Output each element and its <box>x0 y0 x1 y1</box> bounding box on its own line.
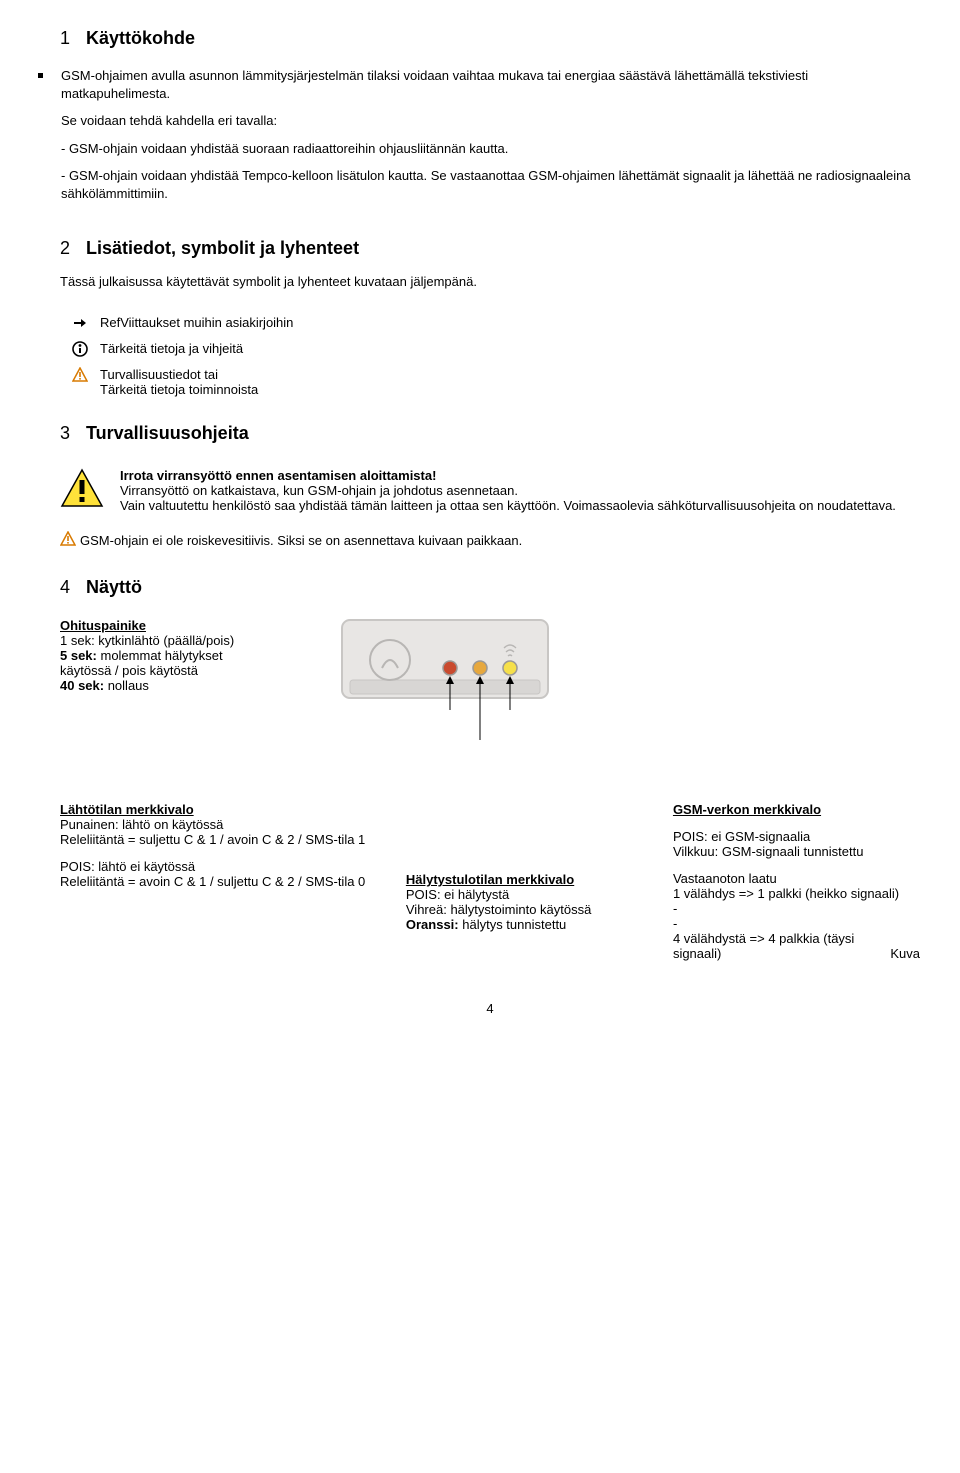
symbol-label: Turvallisuustiedot tai <box>100 367 920 382</box>
label-heading: Ohituspainike <box>60 618 290 633</box>
label-line: POIS: ei GSM-signaalia <box>673 829 920 844</box>
label-line: 1 välähdys => 1 palkki (heikko signaali) <box>673 886 920 901</box>
label-heading: Lähtötilan merkkivalo <box>60 802 406 817</box>
label-line: 1 sek: kytkinlähtö (päällä/pois) <box>60 633 290 648</box>
page-number: 4 <box>60 1001 920 1016</box>
warning-icon <box>60 468 108 508</box>
warning-block: Irrota virransyöttö ennen asentamisen al… <box>60 468 920 513</box>
label-line: 40 sek: nollaus <box>60 678 290 693</box>
section-title: Turvallisuusohjeita <box>86 423 249 444</box>
paragraph: - GSM-ohjain voidaan yhdistää suoraan ra… <box>61 140 920 158</box>
paragraph: Virransyöttö on katkaistava, kun GSM-ohj… <box>120 483 920 498</box>
list-item: Turvallisuustiedot tai Tärkeitä tietoja … <box>60 367 920 397</box>
paragraph: Tässä julkaisussa käytettävät symbolit j… <box>60 273 920 291</box>
paragraph: Vain valtuutettu henkilöstö saa yhdistää… <box>120 498 920 513</box>
symbol-label: RefViittaukset muihin asiakirjoihin <box>100 315 920 330</box>
label-line: - <box>673 901 920 916</box>
label-line: Punainen: lähtö on käytössä <box>60 817 406 832</box>
left-column: Lähtötilan merkkivalo Punainen: lähtö on… <box>60 802 406 889</box>
label-line: POIS: lähtö ei käytössä <box>60 859 406 874</box>
mid-column: Hälytystulotilan merkkivalo POIS: ei häl… <box>406 872 653 932</box>
device-illustration <box>340 618 550 778</box>
symbol-list: RefViittaukset muihin asiakirjoihin Tärk… <box>60 315 920 397</box>
label-line: 4 välähdystä => 4 palkkia (täysi signaal… <box>673 931 872 961</box>
section-1-header: 1 Käyttökohde <box>60 28 920 49</box>
list-item: RefViittaukset muihin asiakirjoihin <box>60 315 920 331</box>
warning-icon <box>60 367 100 383</box>
section-4-header: 4 Näyttö <box>60 577 920 598</box>
paragraph: - GSM-ohjain voidaan yhdistää Tempco-kel… <box>61 167 920 202</box>
warning-icon <box>60 531 76 552</box>
figure-caption: Kuva <box>890 946 920 961</box>
warning-text: GSM-ohjain ei ole roiskevesitiivis. Siks… <box>80 533 522 548</box>
info-icon <box>60 341 100 357</box>
led-descriptions: Lähtötilan merkkivalo Punainen: lähtö on… <box>60 802 920 961</box>
label-line: Vastaanoton laatu <box>673 871 920 886</box>
bullet-item: GSM-ohjaimen avulla asunnon lämmitysjärj… <box>60 67 920 212</box>
section-title: Käyttökohde <box>86 28 195 49</box>
label-line: Vilkkuu: GSM-signaali tunnistettu <box>673 844 920 859</box>
label-line: 5 sek: molemmat hälytykset <box>60 648 290 663</box>
section-title: Näyttö <box>86 577 142 598</box>
section-title: Lisätiedot, symbolit ja lyhenteet <box>86 238 359 259</box>
list-item: Tärkeitä tietoja ja vihjeitä <box>60 341 920 357</box>
label-line: POIS: ei hälytystä <box>406 887 653 902</box>
warning-heading: Irrota virransyöttö ennen asentamisen al… <box>120 468 920 483</box>
square-bullet-icon <box>38 73 43 78</box>
section-num: 4 <box>60 577 86 598</box>
symbol-label: Tärkeitä tietoja toiminnoista <box>100 382 920 397</box>
label-line: Releliitäntä = avoin C & 1 / suljettu C … <box>60 874 406 889</box>
section-num: 2 <box>60 238 86 259</box>
ohitus-block: Ohituspainike 1 sek: kytkinlähtö (päällä… <box>60 618 290 693</box>
arrow-right-icon <box>60 315 100 331</box>
label-line: Releliitäntä = suljettu C & 1 / avoin C … <box>60 832 406 847</box>
label-heading: Hälytystulotilan merkkivalo <box>406 872 653 887</box>
section-num: 3 <box>60 423 86 444</box>
label-line: - <box>673 916 920 931</box>
section-num: 1 <box>60 28 86 49</box>
paragraph: GSM-ohjaimen avulla asunnon lämmitysjärj… <box>61 67 920 102</box>
device-diagram-row: Ohituspainike 1 sek: kytkinlähtö (päällä… <box>60 618 920 778</box>
section-3-header: 3 Turvallisuusohjeita <box>60 423 920 444</box>
section-2-header: 2 Lisätiedot, symbolit ja lyhenteet <box>60 238 920 259</box>
label-line: käytössä / pois käytöstä <box>60 663 290 678</box>
paragraph: GSM-ohjain ei ole roiskevesitiivis. Siks… <box>60 531 920 552</box>
symbol-label: Tärkeitä tietoja ja vihjeitä <box>100 341 920 356</box>
label-heading: GSM-verkon merkkivalo <box>673 802 920 817</box>
label-line: Oranssi: hälytys tunnistettu <box>406 917 653 932</box>
label-line: Vihreä: hälytystoiminto käytössä <box>406 902 653 917</box>
right-column: GSM-verkon merkkivalo POIS: ei GSM-signa… <box>673 802 920 961</box>
paragraph: Se voidaan tehdä kahdella eri tavalla: <box>61 112 920 130</box>
